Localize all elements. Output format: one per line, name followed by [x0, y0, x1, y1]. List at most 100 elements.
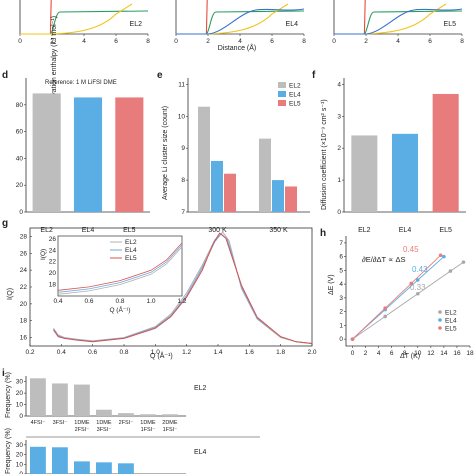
g-inset-xtick-label-0.4: 0.4 [53, 298, 62, 305]
e-ytick-label-10: 10 [178, 113, 186, 120]
i-bar-1-4 [118, 463, 134, 474]
d-xlabel-EL4: EL4 [82, 227, 95, 234]
e-bar-EL4-1 [272, 180, 284, 212]
f-ytick-label-0: 0 [337, 209, 341, 216]
g-ytick-label-18: 18 [20, 318, 28, 325]
g-inset-xlabel: Q (Å⁻¹) [109, 305, 130, 314]
f-xlabel-EL2: EL2 [358, 227, 371, 234]
g-inset-ytick-label-26: 26 [49, 236, 57, 243]
i-axes-1 [25, 440, 186, 474]
panel-f: f Diffusion coefficient (×10⁻⁹ cm² s⁻¹) … [312, 70, 466, 234]
g-ytick-label-26: 26 [20, 250, 28, 257]
h-legend-marker-EL4 [438, 318, 442, 322]
h-point-EL2-1 [383, 314, 387, 319]
rdf-axes-0 [19, 0, 148, 35]
rdf-panels: 0 2 4 6 8 EL2 0 2 4 6 8 EL4 0 2 4 6 8 EL5 Distance (Å) [18, 0, 464, 52]
g-ytick-label-20: 20 [20, 301, 28, 308]
rdf-xtick-label-1-8: 8 [302, 38, 306, 45]
rdf-xtick-label-1-6: 6 [270, 38, 274, 45]
i-xlabel-0-3-1: 3FSI⁻ [97, 427, 112, 433]
g-xtick-label-2: 2.0 [307, 349, 316, 356]
i-bar-0-6 [162, 414, 178, 416]
panel-i: i Frequency (%) Frequency (%) 0 10 20 30 4FS… [2, 368, 260, 474]
g-xtick-label-1.8: 1.8 [276, 349, 285, 356]
panel-h: h ΔE (V) ΔT (K) 0 2 4 6 8 10 12 14 16 18012345670… [320, 228, 474, 360]
rdf-series-2-2 [334, 3, 447, 35]
i-bar-1-2 [74, 461, 90, 474]
g-xtick-label-0.2: 0.2 [25, 349, 34, 356]
panel-g-letter: g [2, 218, 8, 229]
h-ytick-label-5: 5 [339, 267, 343, 274]
i-ytick-label-1-30: 30 [16, 442, 24, 449]
rdf-xtick-label-2-0: 0 [332, 38, 336, 45]
g-inset-ylabel: I(Q) [40, 249, 47, 260]
g-legend-label-EL5: EL5 [125, 255, 137, 262]
h-xtick-label-12: 12 [427, 350, 435, 357]
h-ytick-label-6: 6 [339, 254, 343, 261]
d-bar-EL5 [115, 97, 144, 212]
rdf-series-0-2 [20, 3, 133, 35]
h-legend-marker-EL5 [438, 326, 442, 330]
h-point-EL2-2 [415, 291, 420, 296]
h-ytick-label-1: 1 [339, 322, 343, 329]
i-bar-0-2 [74, 384, 90, 416]
rdf-series-2-0 [363, 0, 366, 35]
panel-d: d Solvation enthalpy (kJ mol⁻¹) 02040608… [2, 16, 150, 234]
h-point-EL5-1 [383, 306, 387, 310]
h-ytick-label-3: 3 [339, 295, 343, 302]
h-axes [345, 236, 470, 347]
i-xlabel-0-2-0: 1DME [74, 420, 90, 426]
rdf-label-1: EL4 [286, 21, 299, 28]
i-ytick-label-0-30: 30 [16, 379, 24, 386]
i-panel-label-0: EL2 [194, 385, 207, 392]
g-ytick-label-16: 16 [20, 335, 28, 342]
h-xtick-label-10: 10 [414, 350, 422, 357]
panel-g: g I(Q) Q (Å⁻¹) 0.2 0.4 0.6 0.8 1.0 1.2 1.4 1.6 1… [2, 218, 317, 360]
e-legend-label-EL4: EL4 [289, 92, 301, 99]
g-inset-ytick-label-18: 18 [49, 282, 57, 289]
i-ytick-label-0-20: 20 [16, 390, 24, 397]
panel-f-letter: f [312, 70, 316, 81]
h-ytick-label-4: 4 [339, 281, 343, 288]
i-ytick-label-1-10: 10 [16, 461, 24, 468]
g-inset-xtick-label-0.8: 0.8 [115, 298, 124, 305]
g-inset-series-EL2 [57, 246, 183, 295]
panel-g-ylabel: I(Q) [7, 288, 14, 300]
rdf-series-1-2 [176, 3, 289, 35]
g-legend-label-EL2: EL2 [125, 239, 137, 246]
rdf-xtick-label-0-6: 6 [114, 38, 118, 45]
h-ytick-label-0: 0 [339, 336, 343, 343]
e-legend-swatch-EL2 [278, 82, 286, 88]
i-xlabel-0-5-0: 1DME [140, 420, 156, 426]
e-ytick-label-11: 11 [178, 81, 185, 88]
h-xtick-label-14: 14 [440, 350, 448, 357]
e-legend-swatch-EL4 [278, 91, 286, 97]
f-bar-EL4 [391, 133, 419, 212]
e-ytick-label-9: 9 [181, 145, 185, 152]
h-point-EL4-3 [442, 254, 446, 259]
i-xlabel-0-6-0: 2DME [162, 420, 178, 426]
i-xlabel-0-4-0: 2FSI⁻ [119, 420, 134, 426]
panel-h-letter: h [320, 228, 326, 239]
h-xtick-label-2: 2 [364, 350, 368, 357]
h-xtick-label-4: 4 [377, 350, 381, 357]
i-ytick-label-1-0: 0 [19, 471, 23, 474]
d-ytick-label-60: 60 [16, 129, 24, 136]
d-bar-EL2 [32, 93, 61, 212]
i-xlabel-0-2-1: 2FSI⁻ [75, 427, 90, 433]
h-point-EL5-0 [350, 337, 355, 341]
f-xlabel-EL5: EL5 [439, 227, 452, 234]
i-bar-0-0 [30, 378, 46, 416]
g-inset-series-EL4 [57, 244, 183, 293]
f-ytick-label-2: 2 [337, 145, 341, 152]
e-bar-EL2-1 [259, 138, 271, 212]
e-xlabel-1: 350 K [269, 227, 288, 234]
rdf-xtick-label-1-2: 2 [206, 38, 210, 45]
h-line-EL5 [352, 254, 441, 340]
panel-d-ylabel: Solvation enthalpy (kJ mol⁻¹) [51, 16, 58, 106]
f-bar-EL2 [351, 135, 378, 212]
h-legend-label-EL2: EL2 [445, 310, 457, 317]
d-ytick-label-40: 40 [16, 155, 24, 162]
panel-i-ylabel-1: Frequency (%) [5, 372, 12, 418]
f-ytick-label-3: 3 [337, 113, 341, 120]
